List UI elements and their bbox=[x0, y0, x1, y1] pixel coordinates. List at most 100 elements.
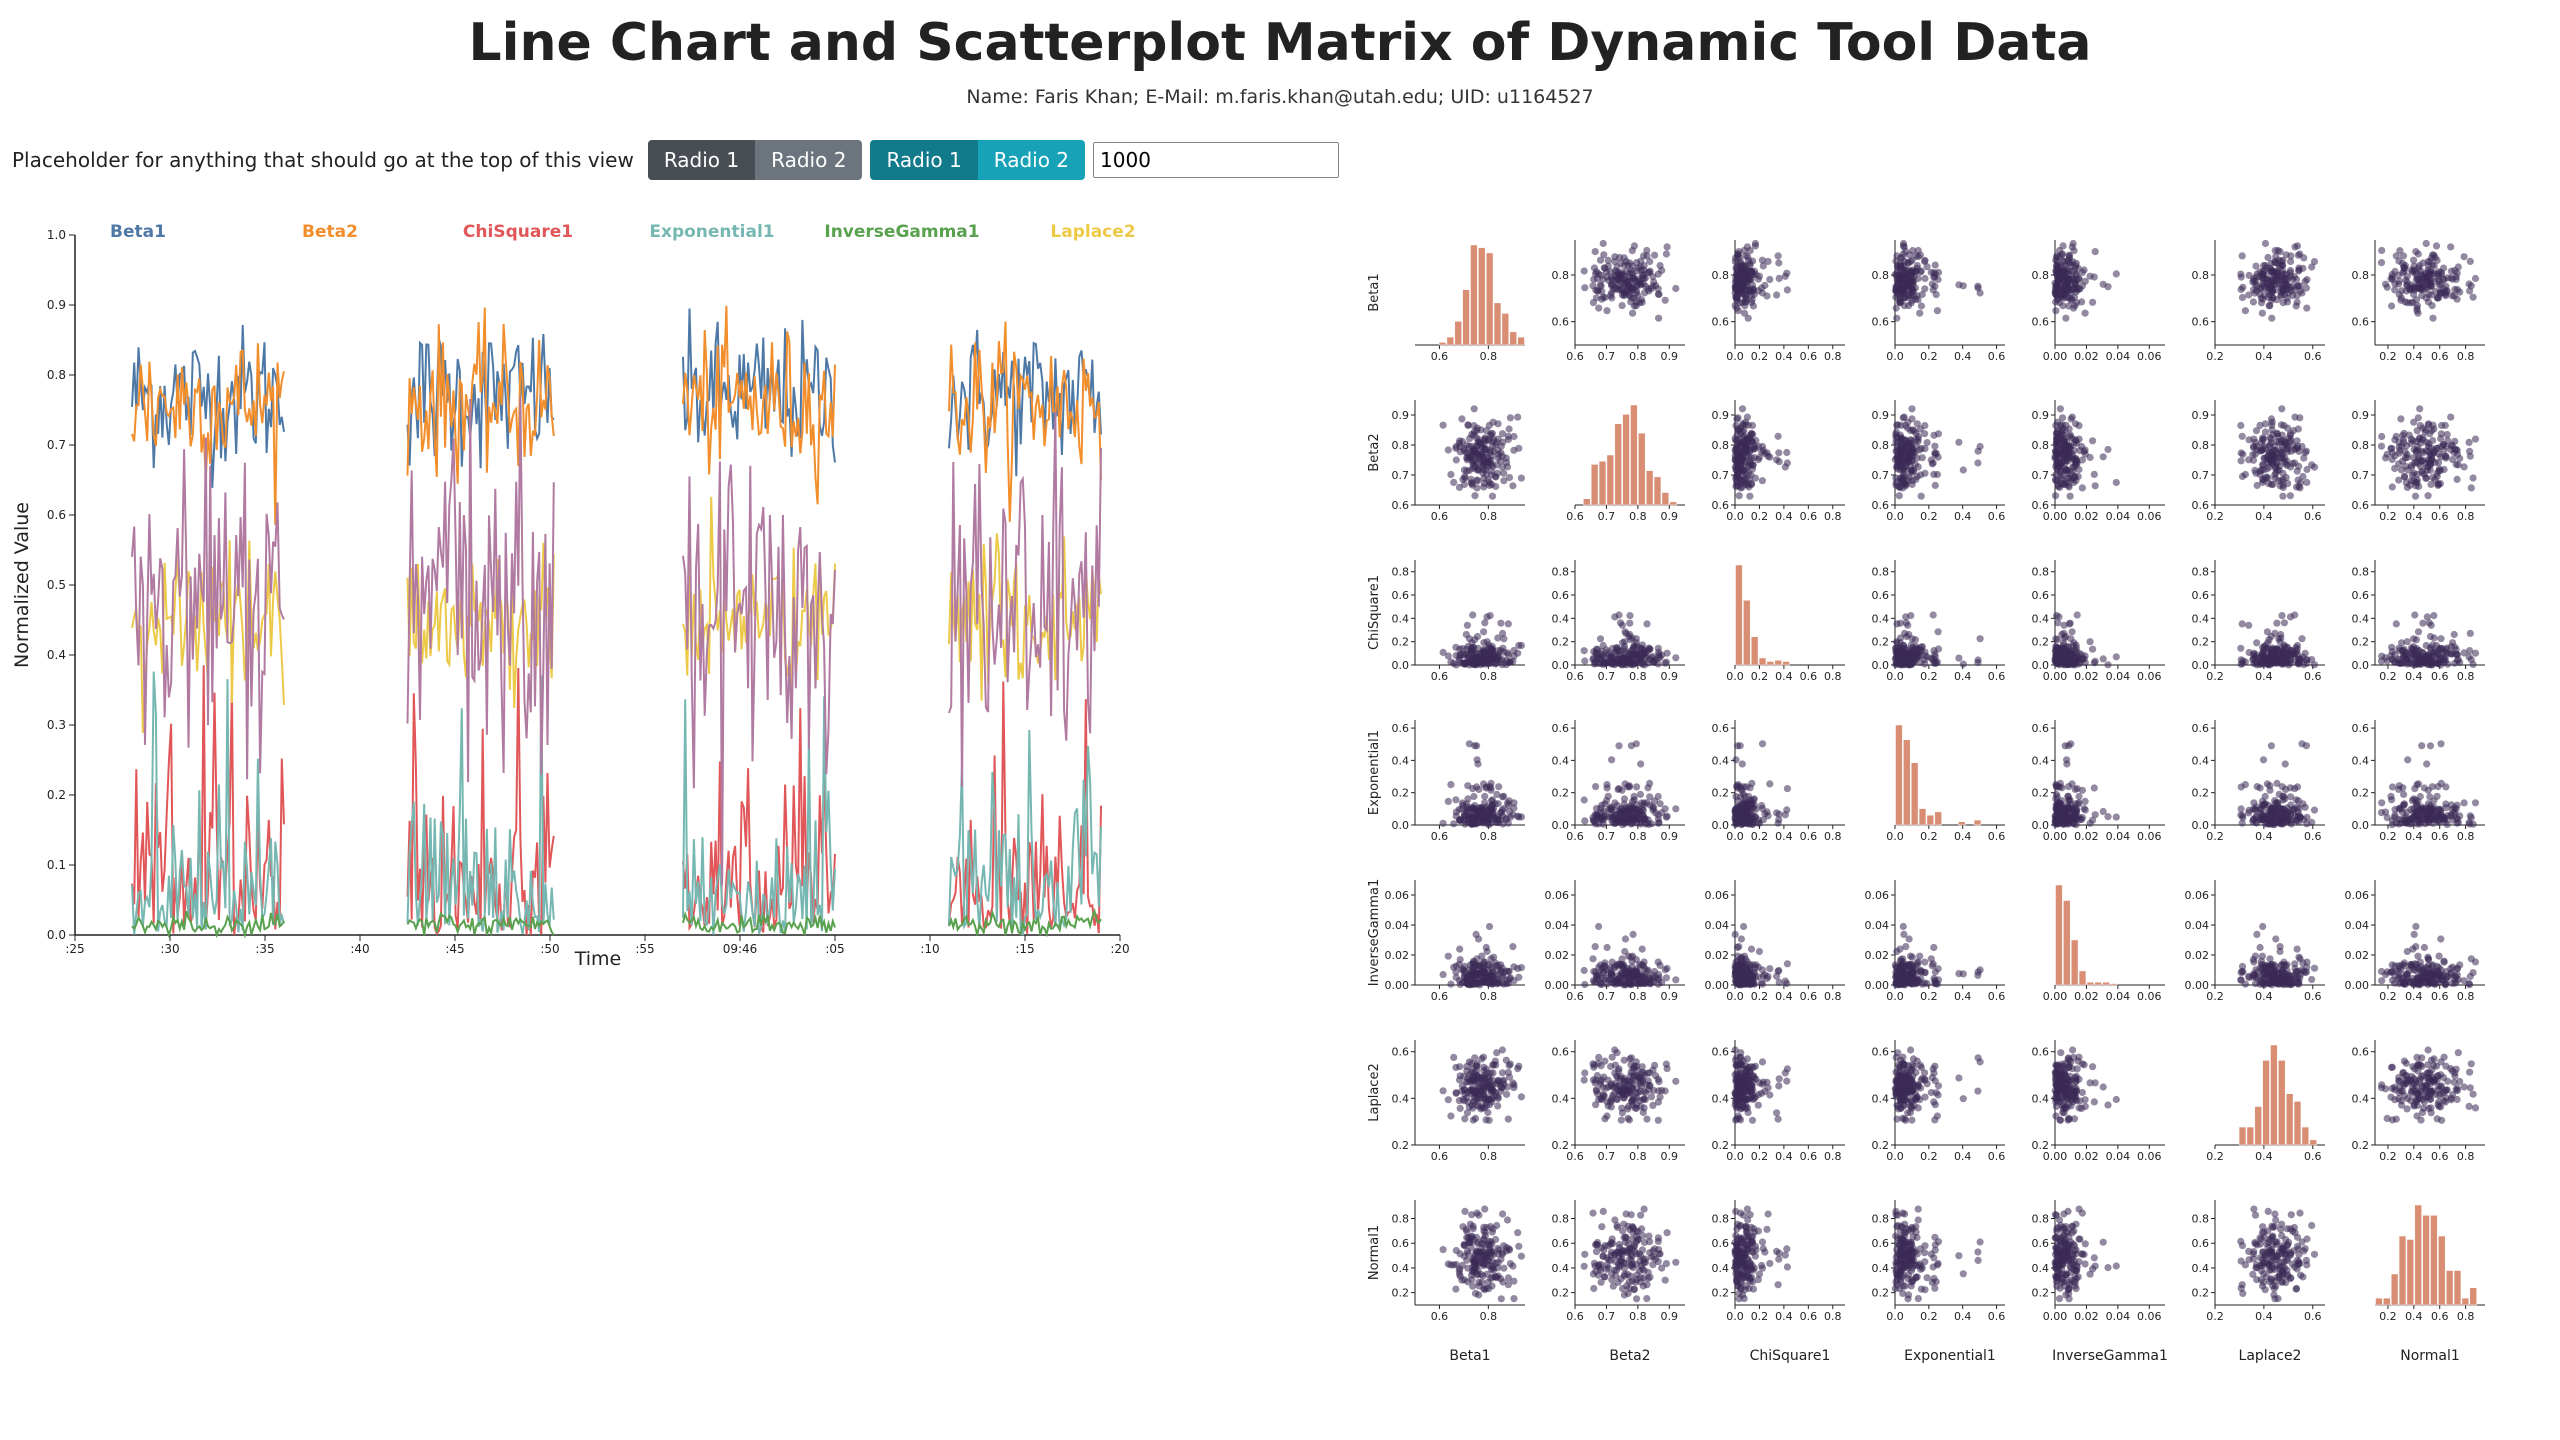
scatter-point bbox=[1921, 285, 1929, 293]
cell-x-tick-label: 0.6 bbox=[2431, 350, 2449, 363]
scatter-point bbox=[1649, 273, 1657, 281]
cell-y-tick-label: 0.4 bbox=[1712, 754, 1730, 767]
scatter-point bbox=[1735, 248, 1743, 256]
scatter-point bbox=[1488, 442, 1496, 450]
scatter-point bbox=[2378, 799, 2386, 807]
radio-2-button[interactable]: Radio 2 bbox=[977, 140, 1086, 180]
scatter-point bbox=[1480, 628, 1488, 636]
cell-y-tick-label: 0.7 bbox=[2032, 469, 2050, 482]
y-tick-label: 0.5 bbox=[47, 578, 66, 592]
scatter-point bbox=[2052, 635, 2060, 643]
scatter-point bbox=[2303, 813, 2311, 821]
radio-2-button[interactable]: Radio 2 bbox=[755, 140, 863, 180]
scatter-point bbox=[1738, 760, 1746, 768]
scatter-point bbox=[1592, 804, 1601, 813]
scatter-point bbox=[1897, 476, 1905, 484]
scatter-point bbox=[1488, 492, 1497, 500]
cell-y-tick-label: 0.6 bbox=[1712, 499, 1730, 512]
scatter-point bbox=[2430, 797, 2438, 805]
cell-y-tick-label: 0.8 bbox=[1552, 269, 1570, 282]
scatter-point bbox=[2238, 432, 2246, 440]
scatter-point bbox=[2252, 427, 2261, 435]
scatter-point bbox=[1596, 635, 1605, 643]
sample-count-input[interactable] bbox=[1093, 142, 1340, 178]
scatter-point bbox=[2073, 459, 2081, 467]
histogram-bar bbox=[1903, 739, 1911, 826]
x-axis-label: Time bbox=[574, 948, 622, 970]
scatter-point bbox=[2400, 429, 2408, 437]
scatter-point bbox=[2377, 259, 2386, 267]
radio-1-button[interactable]: Radio 1 bbox=[647, 140, 756, 180]
scatter-point bbox=[2268, 314, 2276, 322]
scatter-point bbox=[2387, 792, 2395, 800]
scatter-point bbox=[1763, 292, 1771, 300]
cell-y-tick-label: 0.2 bbox=[2032, 636, 2050, 649]
radio-1-button[interactable]: Radio 1 bbox=[870, 140, 978, 180]
scatter-point bbox=[2051, 454, 2059, 462]
scatter-point bbox=[2377, 442, 2386, 450]
cell-y-tick-label: 0.4 bbox=[2192, 612, 2210, 625]
scatter-point bbox=[1932, 449, 1940, 457]
scatter-point bbox=[1909, 466, 1917, 474]
scatter-point bbox=[1955, 438, 1963, 446]
cell-x-tick-label: 0.02 bbox=[2074, 510, 2099, 523]
scatter-point bbox=[1738, 804, 1746, 812]
scatter-point bbox=[1755, 272, 1763, 280]
cell-y-tick-label: 0.9 bbox=[1392, 409, 1410, 422]
cell-x-tick-label: 0.8 bbox=[1629, 670, 1647, 683]
scatter-point bbox=[2066, 619, 2074, 627]
x-tick-label: :50 bbox=[540, 942, 559, 956]
scatter-point bbox=[2425, 274, 2433, 282]
scatter-point bbox=[1593, 287, 1602, 295]
histogram-bar bbox=[1661, 492, 1670, 506]
scatter-point bbox=[2112, 270, 2120, 278]
scatter-point bbox=[2432, 242, 2441, 250]
y-tick-label: 0.4 bbox=[47, 648, 66, 662]
scatter-point bbox=[2404, 756, 2412, 764]
scatter-point bbox=[2052, 782, 2061, 790]
x-tick-label: :05 bbox=[825, 942, 844, 956]
scatter-point bbox=[2075, 422, 2083, 430]
scatter-point bbox=[2310, 258, 2319, 266]
scatter-point bbox=[2065, 742, 2073, 750]
cell-y-tick-label: 0.2 bbox=[2352, 636, 2370, 649]
scatter-point bbox=[2261, 239, 2270, 248]
scatter-point bbox=[1921, 445, 1929, 453]
scatter-point bbox=[1974, 447, 1982, 455]
scatter-point bbox=[1736, 742, 1744, 750]
scatter-point bbox=[2276, 819, 2284, 827]
scatter-point bbox=[2238, 472, 2247, 480]
scatter-point bbox=[1476, 812, 1484, 820]
scatter-point bbox=[2086, 638, 2094, 646]
scatter-point bbox=[1899, 239, 1908, 248]
scatter-point bbox=[1514, 413, 1522, 421]
splom-cell-beta1-beta2: 0.6 0.7 0.8 0.90.60.8 bbox=[1552, 239, 1685, 363]
scatter-point bbox=[2419, 619, 2427, 627]
scatterplot-matrix: 0.6 0.8 0.6 0.7 0.8 0.90.60.80.0 0.2 0.4 0.6 0.80… bbox=[1367, 239, 2485, 1364]
cell-x-tick-label: 0.2 bbox=[1920, 350, 1938, 363]
scatter-point bbox=[1450, 659, 1458, 667]
scatter-point bbox=[1592, 783, 1600, 791]
scatter-point bbox=[2450, 630, 2458, 639]
x-tick-label: :20 bbox=[1110, 942, 1129, 956]
scatter-point bbox=[1509, 657, 1517, 665]
scatter-point bbox=[1633, 783, 1641, 791]
scatter-point bbox=[2259, 756, 2268, 764]
splom-cell-beta1-exponential1: 0.0 0.2 0.4 0.60.60.8 bbox=[1872, 239, 2005, 363]
scatter-point bbox=[2436, 645, 2444, 653]
scatter-point bbox=[2295, 818, 2303, 826]
scatter-point bbox=[2404, 466, 2412, 474]
scatter-point bbox=[2056, 405, 2064, 413]
scatter-point bbox=[2436, 812, 2444, 820]
y-tick-label: 0.1 bbox=[47, 858, 66, 872]
scatter-point bbox=[1460, 480, 1469, 489]
cell-y-tick-label: 0.0 bbox=[1552, 659, 1570, 672]
scatter-point bbox=[2422, 269, 2430, 278]
cell-y-tick-label: 0.9 bbox=[1712, 409, 1730, 422]
scatter-point bbox=[1461, 474, 1469, 482]
scatter-point bbox=[1581, 657, 1589, 665]
scatter-point bbox=[2415, 655, 2423, 663]
scatter-point bbox=[1640, 252, 1648, 260]
scatter-point bbox=[1732, 792, 1740, 801]
scatter-point bbox=[1736, 271, 1744, 279]
